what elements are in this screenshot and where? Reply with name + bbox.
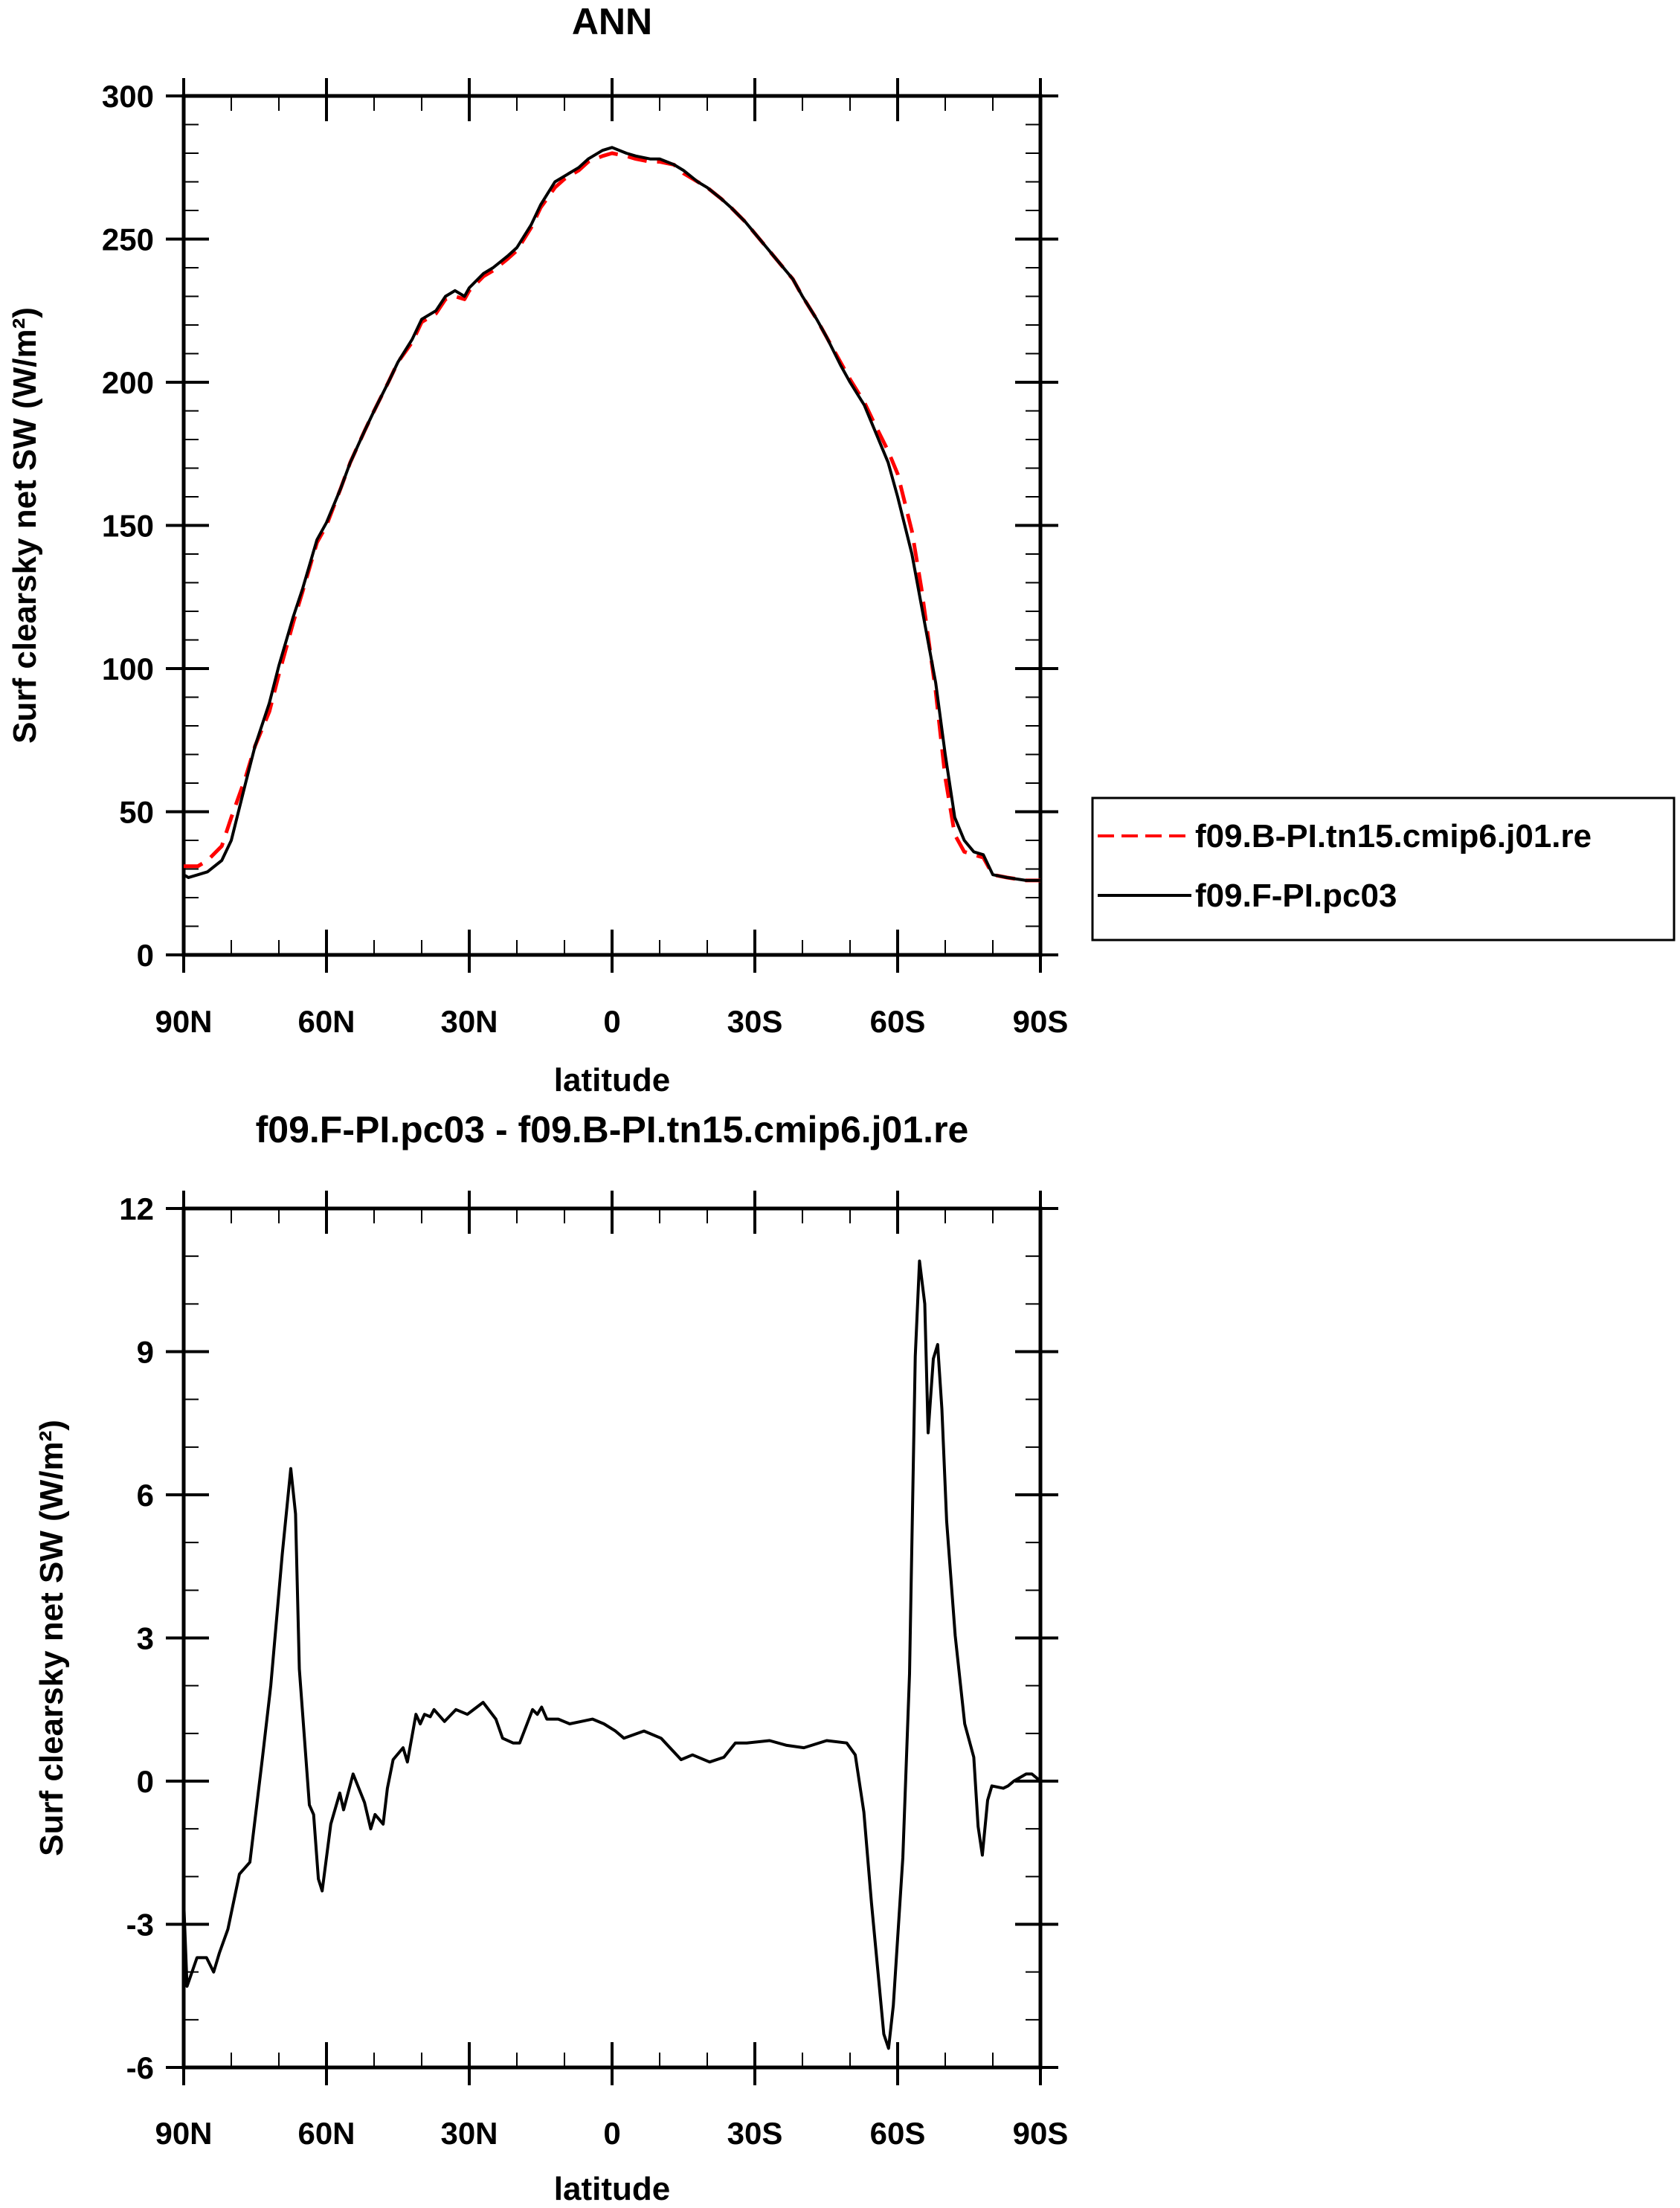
series-line-2	[182, 146, 1040, 882]
y-tick-label: 0	[137, 938, 154, 973]
plot-frame	[181, 94, 1043, 957]
x-tick-label: 60N	[297, 2116, 355, 2151]
y-tick-label: 300	[102, 79, 154, 114]
x-axis-label: latitude	[554, 2171, 670, 2207]
y-tick-label: 0	[137, 1764, 154, 1799]
plot-panel-1: ANN 90N 60N 30N 0 30S 60S 90S 0 50 100 150 200 250 300…	[7, 1, 1068, 1098]
legend-label-2: f09.F-PI.pc03	[1195, 878, 1397, 914]
x-axis-label: latitude	[554, 1062, 670, 1098]
x-tick-label: 30S	[727, 2116, 783, 2151]
series-line-1	[184, 151, 1040, 883]
y-tick-label: 250	[102, 222, 154, 257]
x-tick-label: 30N	[440, 1004, 498, 1039]
plot-panel-2: f09.F-PI.pc03 - f09.B-PI.tn15.cmip6.j01.…	[33, 1109, 1068, 2207]
x-tick-label: 60S	[870, 2116, 926, 2151]
y-tick-label: -3	[126, 1908, 154, 1943]
x-tick-label: 30S	[727, 1004, 783, 1039]
x-tick-label: 90N	[155, 2116, 212, 2151]
y-axis-label: Surf clearsky net SW (W/m²)	[7, 307, 43, 744]
y-axis-label: Surf clearsky net SW (W/m²)	[33, 1420, 70, 1856]
legend-box	[1091, 796, 1676, 942]
x-tick-label: 90N	[155, 1004, 212, 1039]
chart-title: ANN	[572, 1, 652, 42]
y-tick-label: 200	[102, 365, 154, 400]
x-tick-label: 0	[603, 2116, 620, 2151]
x-tick-label: 0	[603, 1004, 620, 1039]
y-tick-label: 9	[137, 1335, 154, 1370]
legend: f09.B-PI.tn15.cmip6.j01.re f09.F-PI.pc03	[1091, 796, 1676, 942]
series-line-1	[182, 1259, 1042, 2050]
x-tick-label: 30N	[440, 2116, 498, 2151]
plot-frame	[181, 1206, 1043, 2070]
y-tick-label: 6	[137, 1478, 154, 1513]
y-tick-label: 12	[119, 1191, 154, 1226]
x-tick-label: 60S	[870, 1004, 926, 1039]
x-tick-label: 60N	[297, 1004, 355, 1039]
chart-title: f09.F-PI.pc03 - f09.B-PI.tn15.cmip6.j01.…	[256, 1109, 969, 1150]
y-tick-label: 100	[102, 651, 154, 686]
y-tick-label: 3	[137, 1621, 154, 1656]
legend-label-1: f09.B-PI.tn15.cmip6.j01.re	[1195, 818, 1592, 854]
y-tick-label: 150	[102, 509, 154, 544]
x-tick-label: 90S	[1013, 2116, 1069, 2151]
y-tick-label: 50	[119, 795, 154, 830]
x-tick-label: 90S	[1013, 1004, 1069, 1039]
y-tick-label: -6	[126, 2050, 154, 2085]
